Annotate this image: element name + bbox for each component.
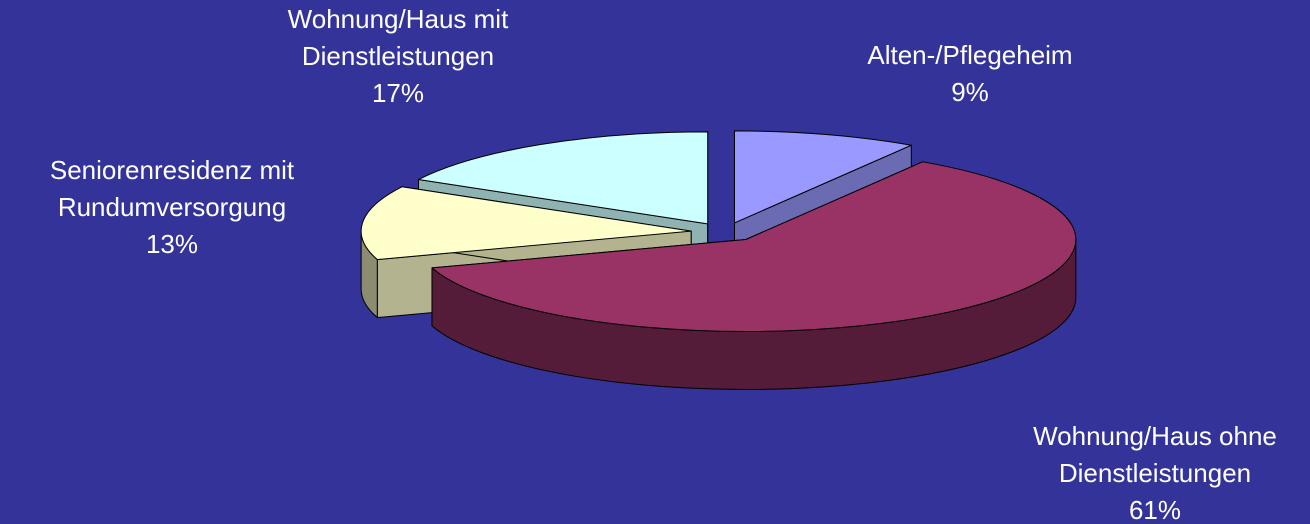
slice-value: 61% [1128,495,1182,524]
slice-top [418,131,709,225]
slice-name: Seniorenresidenz mit Rundumversorgung [49,155,295,222]
slice-value: 13% [145,229,199,259]
slice-name: Wohnung/Haus mit Dienstleistungen [287,4,509,71]
slice-name: Alten-/Pflegeheim [867,40,1073,70]
slice-label: Seniorenresidenz mit Rundumversorgung 13% [7,152,337,263]
slice-top [431,161,1077,332]
slice-label: Alten-/Pflegeheim 9% [820,37,1120,111]
slice-label: Wohnung/Haus ohne Dienstleistungen 61% [995,418,1310,524]
slice-top [360,186,692,261]
slice-name: Wohnung/Haus ohne Dienstleistungen [1033,421,1277,488]
slice-value: 17% [371,78,425,108]
slice-label: Wohnung/Haus mit Dienstleistungen 17% [248,1,548,112]
slice-top [733,130,912,224]
slice-value: 9% [951,77,989,107]
